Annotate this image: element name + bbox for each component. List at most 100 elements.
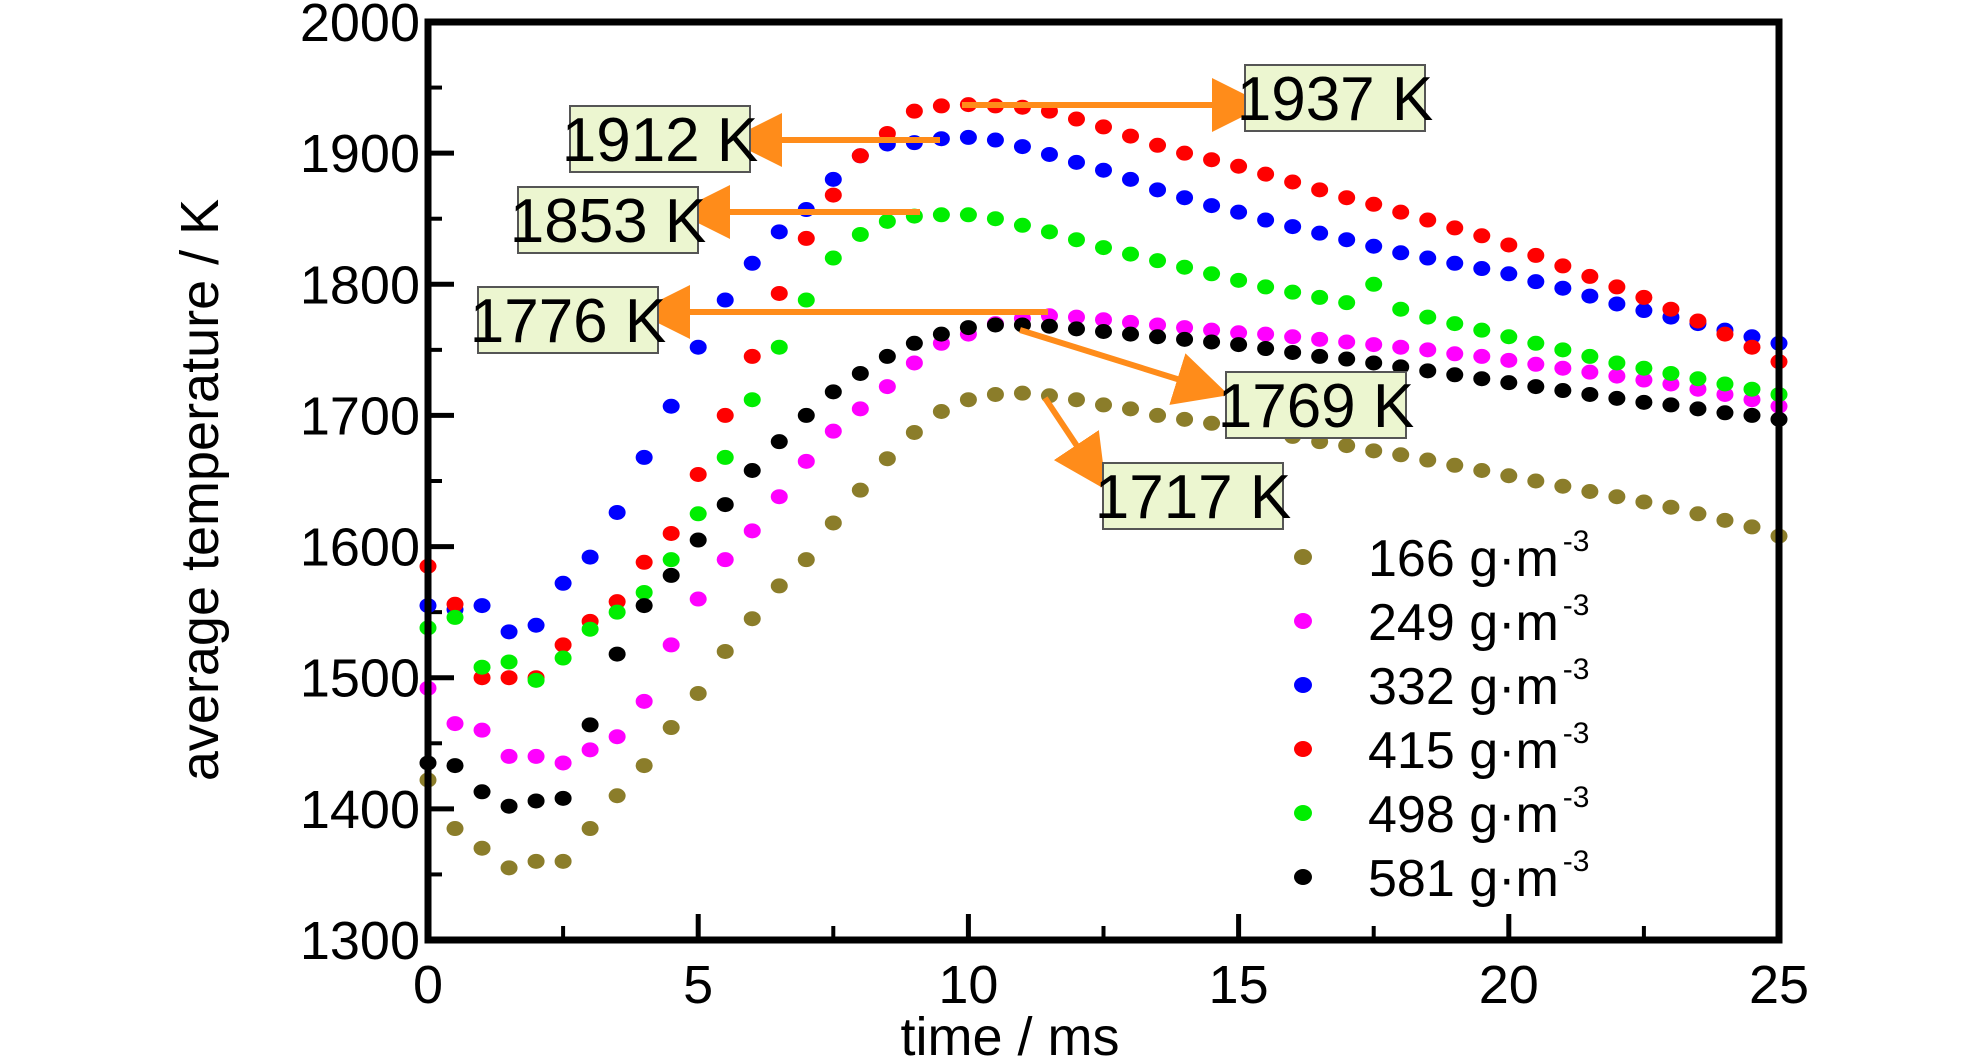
data-point bbox=[1338, 351, 1356, 367]
annotation-box bbox=[477, 286, 659, 354]
data-point bbox=[932, 207, 950, 223]
legend-marker bbox=[1294, 805, 1312, 821]
series-332 bbox=[419, 129, 1788, 640]
data-point bbox=[986, 386, 1004, 402]
data-point bbox=[1122, 171, 1140, 187]
annotation-box bbox=[569, 105, 751, 173]
data-point bbox=[851, 226, 869, 242]
data-point bbox=[1500, 329, 1518, 345]
data-point bbox=[1527, 247, 1545, 263]
data-point bbox=[959, 129, 977, 145]
data-point bbox=[1716, 405, 1734, 421]
data-point bbox=[581, 742, 599, 758]
data-point bbox=[1149, 317, 1167, 333]
data-point bbox=[824, 171, 842, 187]
axis-ticks: 0 5 10 15 20 25 1300 1400 1500 1600 1700 1800 1900 20… bbox=[300, 0, 1809, 1015]
data-point bbox=[1338, 295, 1356, 311]
data-point bbox=[1689, 381, 1707, 397]
data-point bbox=[689, 685, 707, 701]
legend-label: 498 g·m bbox=[1368, 786, 1559, 844]
data-point bbox=[554, 637, 572, 653]
data-point bbox=[905, 355, 923, 371]
annotation-text: 1912 K bbox=[562, 106, 759, 175]
data-point bbox=[932, 403, 950, 419]
data-point bbox=[905, 103, 923, 119]
data-point bbox=[1608, 355, 1626, 371]
data-point bbox=[1473, 261, 1491, 277]
data-point bbox=[1067, 232, 1085, 248]
data-point bbox=[689, 466, 707, 482]
data-point bbox=[743, 611, 761, 627]
data-point bbox=[1392, 447, 1410, 463]
y-axis-title-group: average temperature / K bbox=[170, 199, 230, 781]
data-point bbox=[716, 449, 734, 465]
data-point bbox=[1662, 499, 1680, 515]
y-tick-label: 1300 bbox=[300, 911, 420, 971]
annotation-box bbox=[1244, 64, 1426, 132]
data-point bbox=[1095, 397, 1112, 413]
data-point bbox=[473, 659, 491, 675]
data-point bbox=[1446, 457, 1464, 473]
data-point bbox=[1554, 342, 1572, 358]
data-point bbox=[473, 784, 491, 800]
data-point bbox=[635, 758, 653, 774]
data-point bbox=[1311, 348, 1329, 364]
x-tick-label: 10 bbox=[938, 955, 998, 1015]
data-point bbox=[1203, 322, 1221, 338]
data-point bbox=[959, 207, 977, 223]
annotation-label: 1853 K bbox=[510, 185, 920, 256]
data-point bbox=[770, 285, 788, 301]
data-point bbox=[959, 392, 977, 408]
data-point bbox=[1122, 314, 1140, 330]
data-point bbox=[1446, 255, 1464, 271]
legend-marker bbox=[1294, 741, 1312, 757]
data-point bbox=[1365, 276, 1383, 292]
data-point bbox=[905, 424, 923, 440]
data-point bbox=[1716, 376, 1734, 392]
data-point bbox=[446, 758, 464, 774]
data-points bbox=[419, 97, 1788, 876]
data-point bbox=[878, 379, 896, 395]
data-point bbox=[662, 525, 680, 541]
data-point bbox=[1500, 266, 1518, 282]
data-point bbox=[1095, 323, 1112, 339]
data-point bbox=[1689, 313, 1707, 329]
data-point bbox=[608, 604, 626, 620]
data-point bbox=[770, 578, 788, 594]
data-point bbox=[1689, 506, 1707, 522]
data-point bbox=[1149, 329, 1167, 345]
data-point bbox=[1257, 279, 1275, 295]
data-point bbox=[1581, 386, 1599, 402]
data-point bbox=[1095, 162, 1112, 178]
data-point bbox=[1392, 204, 1410, 220]
data-point bbox=[1257, 166, 1275, 182]
data-point bbox=[1662, 376, 1680, 392]
data-point bbox=[1338, 232, 1356, 248]
data-point bbox=[1284, 344, 1302, 360]
data-point bbox=[1716, 386, 1734, 402]
data-point bbox=[1013, 217, 1031, 233]
data-point bbox=[797, 552, 815, 568]
y-tick-label: 1400 bbox=[300, 780, 420, 840]
data-point bbox=[1473, 322, 1491, 338]
data-point bbox=[554, 755, 572, 771]
data-point bbox=[959, 320, 977, 336]
data-point bbox=[1311, 182, 1329, 198]
data-point bbox=[446, 609, 464, 625]
data-point bbox=[743, 255, 761, 271]
data-point bbox=[581, 621, 599, 637]
data-point bbox=[1149, 182, 1167, 198]
data-point bbox=[1527, 274, 1545, 290]
data-point bbox=[1365, 355, 1383, 371]
data-point bbox=[824, 515, 842, 531]
legend-label: 332 g·m bbox=[1368, 658, 1559, 716]
data-point bbox=[554, 853, 572, 869]
data-point bbox=[1635, 394, 1653, 410]
data-point bbox=[1095, 240, 1112, 256]
data-point bbox=[1500, 468, 1518, 484]
data-point bbox=[1013, 139, 1031, 155]
legend-entry-166: 166 g·m -3 bbox=[1294, 525, 1589, 588]
data-point bbox=[1527, 473, 1545, 489]
data-point bbox=[608, 504, 626, 520]
